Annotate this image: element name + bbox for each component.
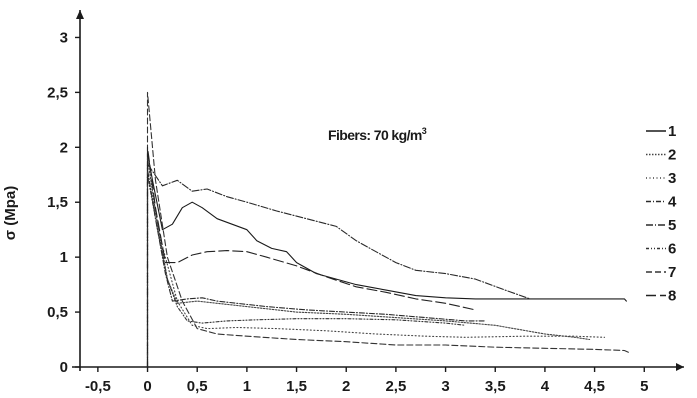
series-line-6 — [146, 174, 466, 368]
x-tick-label: 4,5 — [584, 378, 605, 395]
x-tick-label: 2,5 — [385, 378, 406, 395]
y-tick-label: 1,5 — [47, 194, 68, 211]
x-tick-label: -0,5 — [85, 378, 111, 395]
labels: σ (Mpa) Fibers: 70 kg/m3 — [2, 126, 427, 240]
series-line-2 — [146, 157, 591, 368]
x-tick-label: 1,5 — [286, 378, 307, 395]
series-layer — [146, 91, 630, 368]
x-axis-arrow — [676, 363, 684, 371]
x-tick-label: 4 — [541, 378, 550, 395]
legend-label-8: 8 — [668, 288, 676, 305]
series-line-1 — [146, 152, 627, 368]
x-tick-label: 1 — [243, 378, 251, 395]
series-line-8 — [146, 146, 476, 368]
x-tick-label: 0 — [143, 378, 151, 395]
x-tick-label: 0,5 — [187, 378, 208, 395]
fibers-annotation: Fibers: 70 kg/m3 — [328, 126, 427, 143]
legend-label-7: 7 — [668, 264, 676, 281]
y-tick-label: 2,5 — [47, 84, 68, 101]
y-axis-label: σ (Mpa) — [2, 186, 19, 240]
series-line-7 — [146, 91, 630, 368]
fibers-annotation-text: Fibers: 70 kg/m — [328, 127, 422, 143]
legend-label-1: 1 — [668, 123, 676, 140]
legend-label-6: 6 — [668, 241, 676, 258]
legend-label-5: 5 — [668, 217, 676, 234]
y-tick-label: 2 — [60, 139, 68, 156]
y-tick-label: 1 — [60, 249, 68, 266]
series-line-5 — [146, 163, 531, 368]
y-tick-label: 0 — [60, 359, 68, 376]
legend: 1 2 3 4 5 6 7 8 — [646, 123, 677, 305]
series-line-3 — [146, 174, 606, 368]
legend-label-2: 2 — [668, 147, 676, 164]
x-tick-label: 5 — [640, 378, 648, 395]
legend-label-4: 4 — [668, 194, 677, 211]
y-axis-arrow — [76, 10, 84, 19]
x-tick-label: 2 — [342, 378, 350, 395]
y-tick-label: 3 — [60, 29, 68, 46]
y-tick-label: 0,5 — [47, 304, 68, 321]
legend-label-3: 3 — [668, 170, 676, 187]
x-tick-label: 3,5 — [485, 378, 506, 395]
series-line-4 — [146, 168, 486, 368]
axes: -0,5 0 0,5 1 1,5 2 2,5 3 3,5 4 4,5 5 0 0,5 1 1,5 2 2,5 3 — [47, 10, 684, 395]
x-tick-label: 3 — [441, 378, 449, 395]
fibers-annotation-sup: 3 — [422, 126, 427, 136]
